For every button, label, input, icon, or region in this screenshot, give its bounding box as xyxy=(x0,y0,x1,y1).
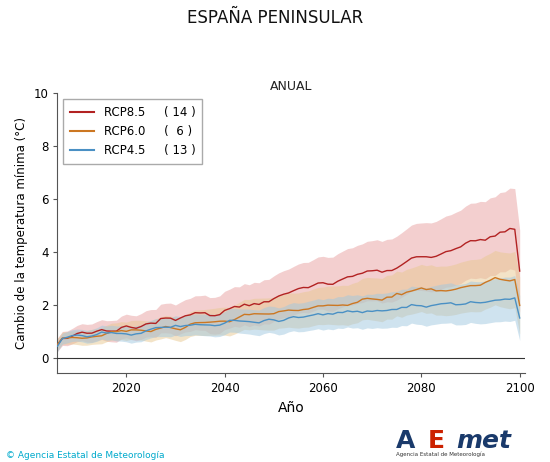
Text: © Agencia Estatal de Meteorología: © Agencia Estatal de Meteorología xyxy=(6,451,164,460)
Text: A: A xyxy=(396,429,415,453)
Text: ESPAÑA PENINSULAR: ESPAÑA PENINSULAR xyxy=(187,9,363,27)
Y-axis label: Cambio de la temperatura mínima (°C): Cambio de la temperatura mínima (°C) xyxy=(15,117,28,349)
Text: E: E xyxy=(427,429,444,453)
Title: ANUAL: ANUAL xyxy=(270,80,312,93)
Text: met: met xyxy=(456,429,511,453)
Legend: RCP8.5     ( 14 ), RCP6.0     (  6 ), RCP4.5     ( 13 ): RCP8.5 ( 14 ), RCP6.0 ( 6 ), RCP4.5 ( 13… xyxy=(63,99,202,164)
X-axis label: Año: Año xyxy=(278,401,304,415)
Text: Agencia Estatal de Meteorología: Agencia Estatal de Meteorología xyxy=(396,452,485,457)
